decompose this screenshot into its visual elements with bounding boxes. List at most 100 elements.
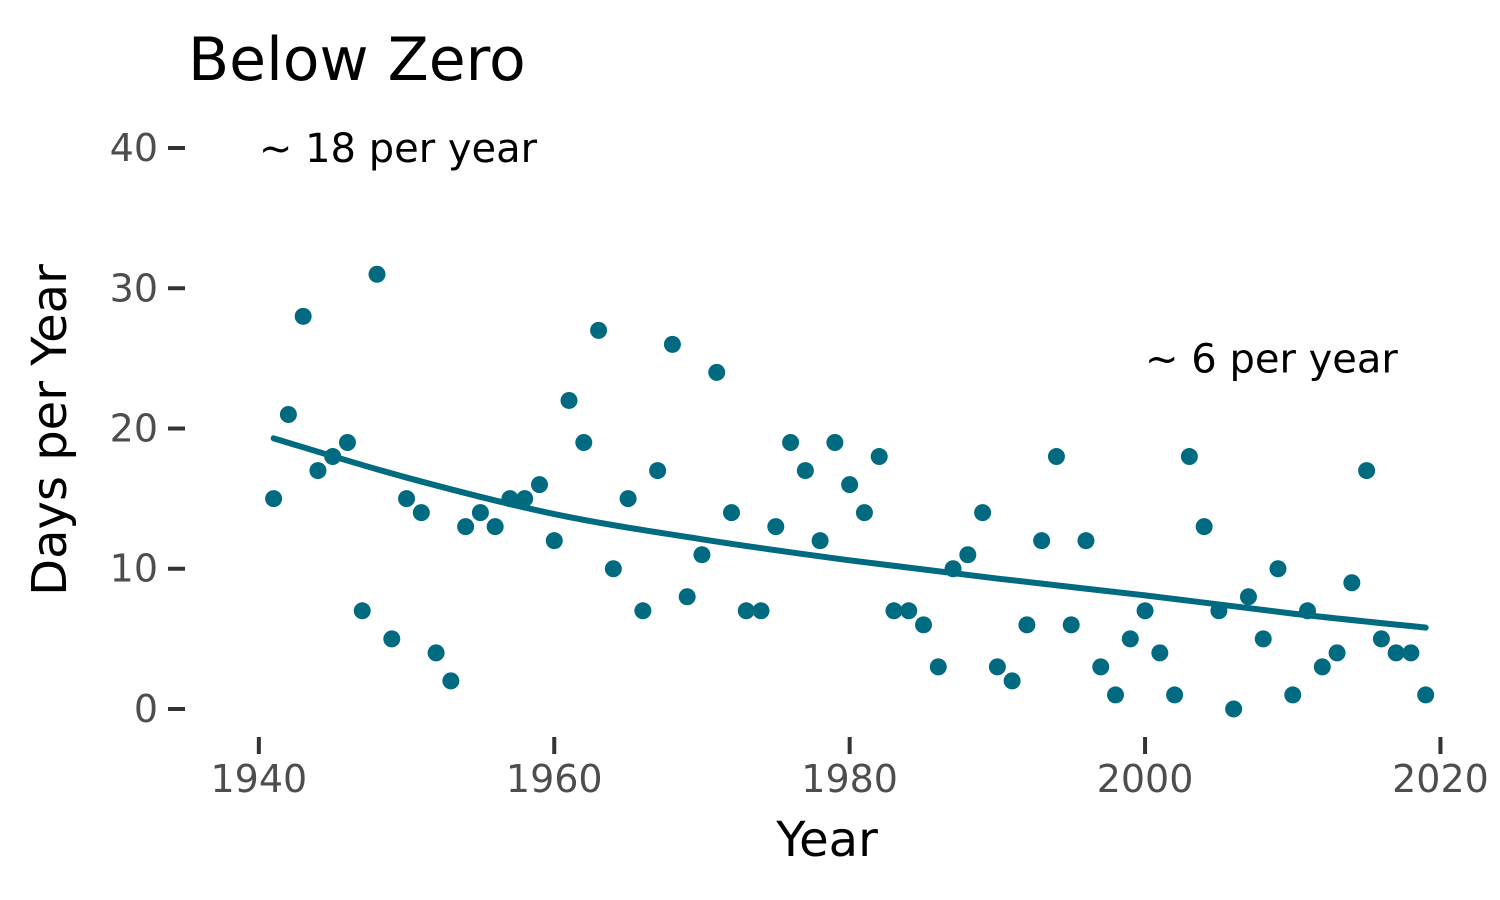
data-point — [575, 434, 593, 452]
data-point — [663, 335, 681, 353]
data-point — [530, 476, 548, 494]
data-point — [1195, 518, 1213, 536]
y-tick-label: 40 — [110, 126, 158, 170]
data-point — [309, 462, 327, 480]
data-point — [841, 476, 859, 494]
data-point — [619, 490, 637, 508]
y-tick-label: 20 — [110, 407, 158, 451]
data-point — [649, 462, 667, 480]
data-point — [1358, 462, 1376, 480]
chart-title: Below Zero — [188, 25, 526, 95]
data-point — [383, 630, 401, 648]
data-point — [1003, 672, 1021, 690]
data-point — [1121, 630, 1139, 648]
data-point — [265, 490, 283, 508]
y-tick-label: 10 — [110, 547, 158, 591]
data-point — [678, 588, 696, 606]
data-point — [590, 321, 608, 339]
data-point — [1372, 630, 1390, 648]
data-point — [915, 616, 933, 634]
data-point — [944, 560, 962, 578]
data-point — [442, 672, 460, 690]
data-point — [782, 434, 800, 452]
x-axis-title: Year — [775, 812, 878, 868]
data-point — [855, 504, 873, 522]
data-point — [1225, 700, 1243, 718]
data-point — [929, 658, 947, 676]
data-point — [1107, 686, 1125, 704]
annotation-label: ~ 6 per year — [1145, 336, 1398, 382]
data-point — [796, 462, 814, 480]
data-point — [545, 532, 563, 550]
data-point — [412, 504, 430, 522]
data-point — [1033, 532, 1051, 550]
data-point — [501, 490, 519, 508]
x-tick-label: 1940 — [210, 757, 307, 801]
data-point — [1180, 448, 1198, 466]
data-point — [1299, 602, 1317, 620]
data-point — [974, 504, 992, 522]
data-point — [1402, 644, 1420, 662]
data-point — [811, 532, 829, 550]
data-point — [1092, 658, 1110, 676]
x-tick-label: 1960 — [506, 757, 603, 801]
data-point — [294, 307, 312, 325]
y-axis-title: Days per Year — [22, 264, 78, 596]
data-point — [1047, 448, 1065, 466]
y-tick-label: 30 — [110, 266, 158, 310]
data-point — [870, 448, 888, 466]
data-point — [604, 560, 622, 578]
data-point — [560, 391, 578, 409]
trend-line — [270, 435, 1429, 631]
x-tick-label: 2020 — [1392, 757, 1489, 801]
data-point — [1239, 588, 1257, 606]
x-tick-label: 2000 — [1097, 757, 1194, 801]
data-point — [368, 265, 386, 283]
data-point — [398, 490, 416, 508]
data-point — [885, 602, 903, 620]
data-point — [338, 434, 356, 452]
data-point — [427, 644, 445, 662]
data-point — [752, 602, 770, 620]
data-point — [1284, 686, 1302, 704]
trend-layer — [270, 435, 1429, 631]
data-point — [1269, 560, 1287, 578]
data-point — [1077, 532, 1095, 550]
data-point — [1328, 644, 1346, 662]
data-point — [767, 518, 785, 536]
data-point — [737, 602, 755, 620]
data-point — [634, 602, 652, 620]
data-point — [486, 518, 504, 536]
data-point — [708, 363, 726, 381]
data-point — [1151, 644, 1169, 662]
data-point — [1254, 630, 1272, 648]
data-point — [988, 658, 1006, 676]
data-point — [1166, 686, 1184, 704]
data-point — [1387, 644, 1405, 662]
data-point — [1210, 602, 1228, 620]
data-point — [1136, 602, 1154, 620]
data-point — [1062, 616, 1080, 634]
points-layer — [265, 265, 1435, 718]
data-point — [471, 504, 489, 522]
data-point — [353, 602, 371, 620]
x-axis: 1940 1960 1980 2000 2020 — [210, 737, 1489, 801]
data-point — [693, 546, 711, 564]
y-axis: 0 10 20 30 40 — [110, 126, 185, 731]
data-point — [1313, 658, 1331, 676]
data-point — [722, 504, 740, 522]
data-point — [1343, 574, 1361, 592]
annotation-layer: ~ 18 per year ~ 6 per year — [259, 126, 1399, 382]
data-point — [516, 490, 534, 508]
data-point — [826, 434, 844, 452]
x-tick-label: 1980 — [801, 757, 898, 801]
data-point — [324, 448, 342, 466]
data-point — [1417, 686, 1435, 704]
data-point — [457, 518, 475, 536]
data-point — [1018, 616, 1036, 634]
y-tick-label: 0 — [134, 687, 158, 731]
annotation-label: ~ 18 per year — [259, 126, 538, 172]
data-point — [959, 546, 977, 564]
data-point — [279, 405, 297, 423]
